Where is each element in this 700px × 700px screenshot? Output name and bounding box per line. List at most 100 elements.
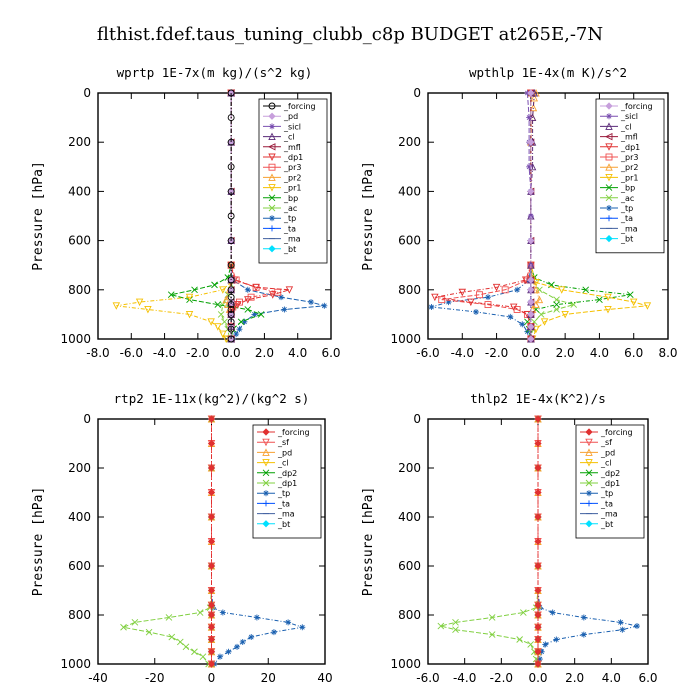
legend-label: _forcing	[283, 102, 316, 111]
data-point	[529, 103, 538, 112]
data-point	[244, 296, 252, 304]
legend-marker	[262, 469, 270, 477]
data-point	[526, 163, 533, 170]
legend-label: _ac	[283, 204, 297, 213]
data-point	[534, 513, 542, 521]
series-line	[121, 419, 212, 665]
legend-label: _pd	[277, 448, 292, 457]
data-point	[257, 311, 265, 318]
legend-label: _pd	[283, 112, 298, 121]
x-tick-label: 0.0	[222, 346, 241, 360]
data-point	[227, 261, 235, 269]
data-point	[227, 89, 235, 97]
data-point	[536, 286, 543, 294]
legend: _forcing_sicl_cl_mfl_dp1_pr3_pr2_pr1_bp_…	[595, 98, 665, 254]
series-line	[530, 92, 540, 339]
legend-marker	[262, 520, 270, 528]
legend-marker	[585, 428, 593, 436]
data-point	[244, 286, 251, 293]
data-point	[207, 562, 216, 570]
data-point	[252, 283, 260, 292]
legend-marker	[268, 112, 276, 120]
x-tick-label: -6.0	[416, 671, 439, 685]
data-point	[452, 619, 459, 626]
data-point	[629, 298, 638, 307]
data-point	[224, 300, 232, 309]
data-point	[553, 306, 560, 313]
data-point	[207, 586, 216, 595]
y-tick-label: 400	[398, 510, 421, 524]
series-line	[530, 93, 648, 340]
data-point	[534, 648, 542, 656]
legend-label: _ac	[620, 194, 634, 203]
legend-label: _forcing	[600, 428, 633, 437]
data-point	[278, 294, 285, 301]
y-tick-label: 400	[398, 184, 421, 198]
x-tick-label: 2.0	[556, 346, 575, 360]
legend-label: _pr3	[283, 163, 301, 172]
data-point	[144, 306, 152, 314]
data-point	[634, 623, 640, 630]
data-point	[488, 631, 496, 638]
panel-3: rtp2 1E-11x(kg^2)/(kg^2 s) Pressure [hPa]…	[31, 391, 333, 685]
data-point	[227, 310, 235, 318]
legend-label: _dp1	[283, 153, 303, 162]
data-point	[507, 313, 514, 320]
legend-label: _ma	[283, 235, 301, 244]
y-tick-label: 200	[398, 461, 421, 475]
data-point	[199, 653, 207, 660]
legend-marker	[268, 163, 276, 171]
y-tick-label: 600	[68, 234, 91, 248]
legend-label: _cl	[620, 122, 632, 131]
data-point	[582, 286, 590, 294]
data-point	[214, 323, 222, 331]
x-tick-label: -2.0	[490, 671, 513, 685]
legend-marker	[268, 245, 276, 253]
data-point	[269, 291, 277, 299]
data-point	[227, 325, 235, 333]
data-point	[553, 296, 560, 303]
data-point	[176, 638, 184, 646]
data-point	[626, 291, 634, 299]
series-group	[112, 88, 328, 344]
data-point	[234, 643, 241, 650]
series-line	[116, 93, 232, 340]
data-point	[526, 114, 533, 121]
data-point	[534, 415, 542, 423]
data-point	[167, 291, 175, 299]
legend-marker	[269, 225, 275, 232]
data-point	[532, 300, 540, 309]
data-point	[527, 187, 535, 196]
data-point	[225, 648, 232, 655]
data-point	[527, 138, 535, 146]
legend-marker	[269, 215, 275, 222]
legend-label: _ta	[283, 224, 296, 233]
data-point	[227, 138, 235, 146]
data-point	[185, 310, 194, 319]
legend-marker	[268, 184, 276, 192]
x-tick-label: 20	[261, 671, 276, 685]
data-point	[222, 295, 230, 304]
legend-marker	[268, 132, 276, 141]
data-point	[248, 634, 255, 641]
legend-label: _sicl	[620, 112, 638, 121]
data-point	[227, 114, 235, 122]
data-point	[438, 296, 446, 304]
data-point	[527, 310, 535, 319]
data-point	[244, 306, 252, 313]
panel-title: wprtp 1E-7x(m kg)/(s^2 kg)	[117, 65, 313, 80]
panel-title: wpthlp 1E-4x(m K)/s^2	[469, 65, 627, 80]
y-tick-label: 1000	[60, 332, 91, 346]
data-point	[534, 562, 542, 570]
x-tick-label: 2.0	[565, 671, 584, 685]
data-point	[321, 302, 328, 309]
x-tick-label: 8.0	[658, 346, 677, 360]
data-point	[557, 286, 566, 294]
y-tick-label: 800	[68, 608, 91, 622]
legend-marker	[605, 194, 613, 202]
data-point	[182, 643, 190, 651]
y-axis-label: Pressure [hPa]	[361, 487, 376, 597]
data-point	[527, 641, 534, 648]
data-point	[532, 278, 540, 287]
data-point	[437, 622, 445, 630]
